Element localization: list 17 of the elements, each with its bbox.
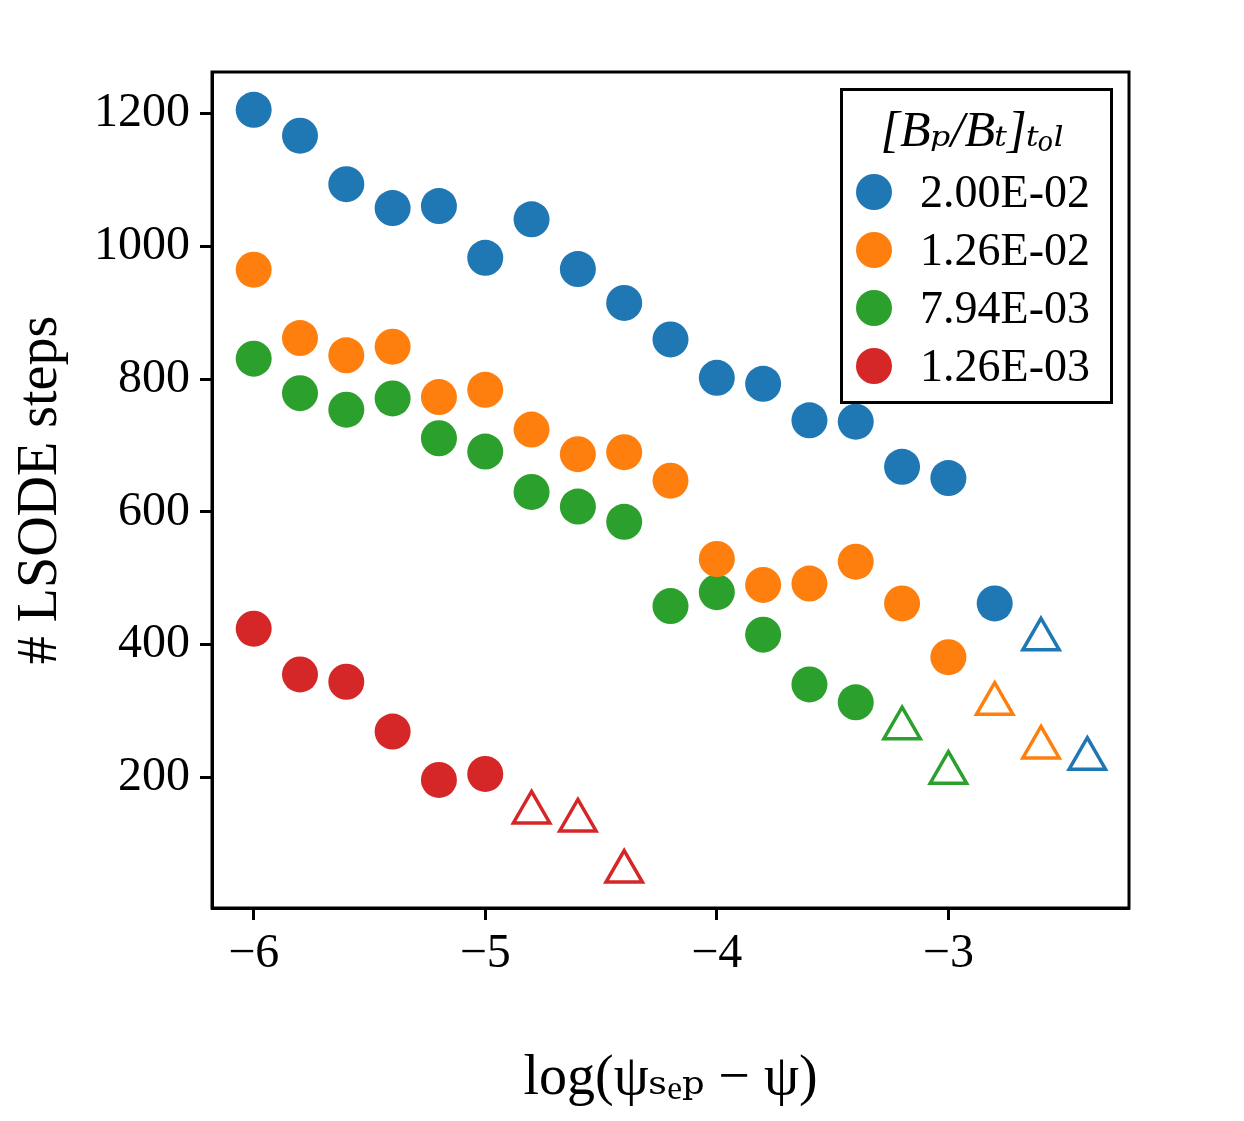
y-tick-label: 1000 [94, 216, 190, 270]
x-tick-label: −5 [459, 924, 511, 978]
legend-label: 2.00E-02 [920, 165, 1090, 219]
y-tick-label: 400 [118, 614, 190, 668]
legend-label: 7.94E-03 [920, 281, 1090, 335]
x-tick-label: −3 [922, 924, 974, 978]
y-tick-label: 600 [118, 481, 190, 535]
y-tick-label: 800 [118, 348, 190, 402]
y-tick-label: 200 [118, 746, 190, 800]
legend-title: [Bₚ/Bₜ]ₜₒₗ [879, 100, 1067, 159]
y-tick-label: 1200 [94, 83, 190, 137]
legend-label: 1.26E-02 [920, 223, 1090, 277]
x-tick-label: −6 [228, 924, 280, 978]
x-tick-label: −4 [691, 924, 743, 978]
legend-label: 1.26E-03 [920, 339, 1090, 393]
x-axis-title: log(ψₛₑₚ − ψ) [523, 1044, 818, 1108]
y-axis-title: # LSODE steps [6, 315, 69, 665]
